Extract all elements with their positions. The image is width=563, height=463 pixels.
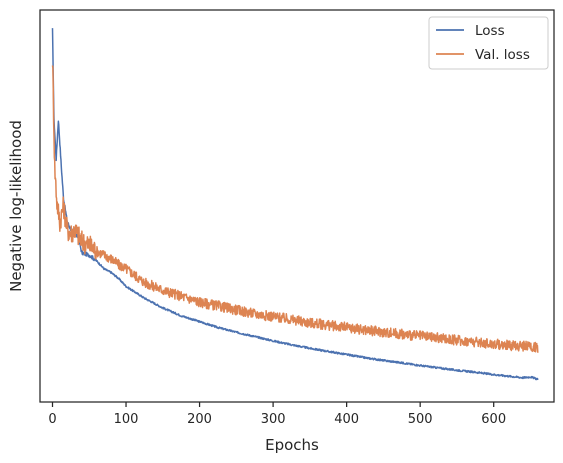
val-loss-series-line [51, 65, 539, 353]
x-axis-label: Epochs [265, 436, 319, 454]
x-tick-label: 300 [261, 412, 286, 427]
x-tick-label: 0 [48, 412, 56, 427]
x-tick-label: 100 [114, 412, 139, 427]
x-tick-label: 200 [187, 412, 212, 427]
x-tick-label: 600 [481, 412, 506, 427]
x-axis-ticks: 0 100 200 300 400 500 600 [48, 402, 506, 427]
y-axis-label: Negative log-likelihood [7, 120, 25, 292]
x-tick-label: 500 [408, 412, 433, 427]
x-tick-label: 400 [334, 412, 359, 427]
legend-label-val-loss: Val. loss [475, 47, 530, 63]
legend: Loss Val. loss [428, 16, 549, 70]
series-layer [51, 28, 539, 381]
legend-label-loss: Loss [475, 23, 505, 39]
loss-series-line [51, 28, 539, 381]
plot-frame [39, 9, 555, 403]
